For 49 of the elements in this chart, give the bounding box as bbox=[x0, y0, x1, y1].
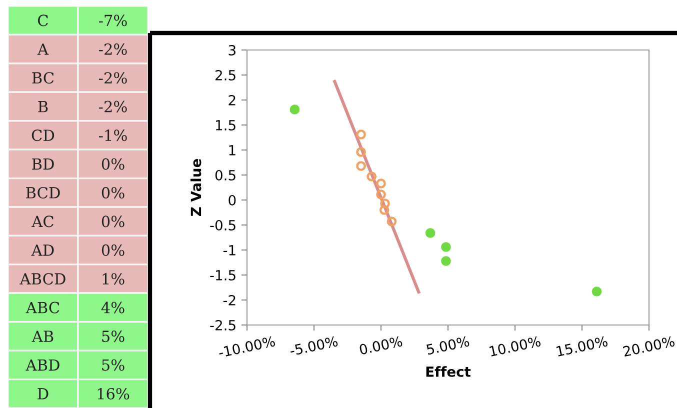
text: D bbox=[38, 388, 48, 400]
y-tick-label: -2 bbox=[223, 294, 236, 306]
y-tick-label: 3 bbox=[228, 44, 236, 56]
text: -7% bbox=[98, 14, 127, 26]
x-tick-label: 5.00% bbox=[426, 336, 470, 355]
y-tick-label: -1.5 bbox=[210, 270, 236, 280]
x-tick-label: -5.00% bbox=[289, 336, 338, 356]
text: CD bbox=[32, 130, 54, 142]
text: BC bbox=[32, 72, 54, 84]
y-axis-title: Z Value bbox=[190, 159, 202, 216]
text: 5% bbox=[102, 330, 124, 342]
x-tick-label: 15.00% bbox=[556, 336, 608, 357]
text: 0% bbox=[102, 186, 124, 199]
y-tick-label: 0.5 bbox=[215, 170, 236, 180]
y-tick-label: 0 bbox=[228, 194, 236, 206]
text: 0% bbox=[102, 244, 124, 256]
y-tick-label: -2.5 bbox=[210, 320, 236, 330]
text: -2% bbox=[98, 72, 127, 84]
y-tick-label: -0.5 bbox=[210, 220, 236, 230]
y-tick-label: 1 bbox=[229, 145, 236, 156]
text: -1% bbox=[98, 130, 127, 142]
text: BD bbox=[32, 158, 54, 170]
y-tick-label: 2 bbox=[228, 94, 236, 106]
text: 16% bbox=[98, 388, 130, 400]
text: ABD bbox=[26, 359, 60, 371]
x-tick-label: 10.00% bbox=[489, 336, 541, 357]
text: ABC bbox=[26, 302, 60, 314]
text: ABCD bbox=[20, 273, 66, 285]
text: 5% bbox=[102, 359, 124, 371]
text: AD bbox=[31, 244, 54, 256]
text: AC bbox=[32, 216, 54, 228]
y-tick-label: -1 bbox=[223, 245, 236, 256]
text: BCD bbox=[26, 186, 60, 199]
text: 0% bbox=[102, 216, 124, 228]
x-axis-title: Effect bbox=[426, 366, 471, 377]
x-tick-label: 0.00% bbox=[358, 336, 403, 355]
text: B bbox=[38, 101, 48, 112]
text: -2% bbox=[98, 100, 127, 112]
text: A bbox=[37, 44, 49, 55]
y-tick-label: 1.5 bbox=[216, 120, 236, 130]
x-tick-label: -10.00% bbox=[218, 336, 276, 358]
text: 1% bbox=[102, 273, 124, 285]
x-tick-label: 20.00% bbox=[622, 336, 675, 357]
y-tick-label: 2.5 bbox=[216, 70, 236, 80]
text: C bbox=[38, 14, 48, 26]
text: 4% bbox=[101, 302, 124, 314]
text: -2% bbox=[98, 43, 127, 55]
text: AB bbox=[32, 330, 54, 342]
text: 0% bbox=[102, 158, 124, 170]
